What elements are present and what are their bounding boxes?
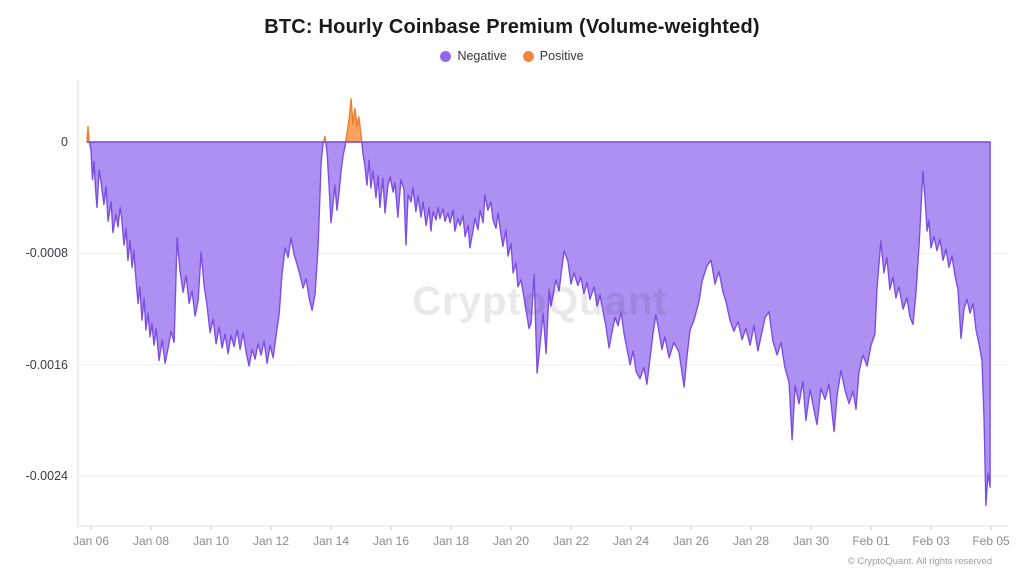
x-tick-label: Jan 30 (792, 534, 830, 548)
x-tick-label: Jan 22 (552, 534, 590, 548)
legend-item-negative[interactable]: Negative (440, 49, 507, 63)
legend: Negative Positive (0, 49, 1024, 63)
y-tick-label: 0 (61, 135, 68, 149)
legend-item-positive[interactable]: Positive (522, 49, 584, 63)
positive-swatch-icon (522, 50, 534, 62)
x-tick-label: Jan 28 (732, 534, 770, 548)
x-tick-label: Jan 14 (312, 534, 350, 548)
chart-title: BTC: Hourly Coinbase Premium (Volume-wei… (264, 16, 760, 38)
y-tick-label: -0.0024 (25, 469, 68, 484)
x-tick-label: Jan 10 (192, 534, 230, 548)
x-tick-label: Jan 06 (72, 534, 110, 548)
x-tick-label: Jan 16 (372, 534, 410, 548)
x-tick-label: Jan 26 (672, 534, 710, 548)
y-tick-label: -0.0016 (25, 357, 68, 372)
y-tick-label: -0.0008 (25, 246, 68, 261)
x-tick-label: Jan 24 (612, 534, 650, 548)
x-tick-label: Feb 03 (912, 534, 950, 548)
x-tick-label: Feb 05 (972, 534, 1010, 548)
x-tick-label: Jan 08 (132, 534, 170, 548)
positive-area (86, 98, 991, 143)
legend-label-positive: Positive (539, 49, 584, 63)
negative-swatch-icon (440, 50, 452, 62)
x-tick-label: Jan 12 (252, 534, 290, 548)
negative-area (86, 141, 991, 506)
x-tick-label: Jan 18 (432, 534, 470, 548)
attribution: © CryptoQuant. All rights reserved (847, 556, 992, 567)
legend-label-negative: Negative (457, 49, 507, 63)
x-tick-label: Jan 20 (492, 534, 530, 548)
x-tick-label: Feb 01 (852, 534, 890, 548)
